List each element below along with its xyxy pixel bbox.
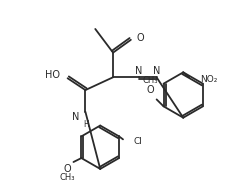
Text: O: O bbox=[147, 85, 155, 95]
Text: Cl: Cl bbox=[134, 137, 143, 146]
Text: N: N bbox=[72, 112, 79, 122]
Text: O: O bbox=[137, 33, 144, 43]
Text: HO: HO bbox=[45, 70, 60, 80]
Text: O: O bbox=[64, 164, 71, 174]
Text: N: N bbox=[135, 66, 142, 76]
Text: CH₃: CH₃ bbox=[143, 76, 159, 85]
Text: N: N bbox=[153, 66, 160, 76]
Text: NO₂: NO₂ bbox=[200, 75, 217, 84]
Text: H: H bbox=[83, 120, 89, 129]
Text: CH₃: CH₃ bbox=[60, 173, 75, 182]
